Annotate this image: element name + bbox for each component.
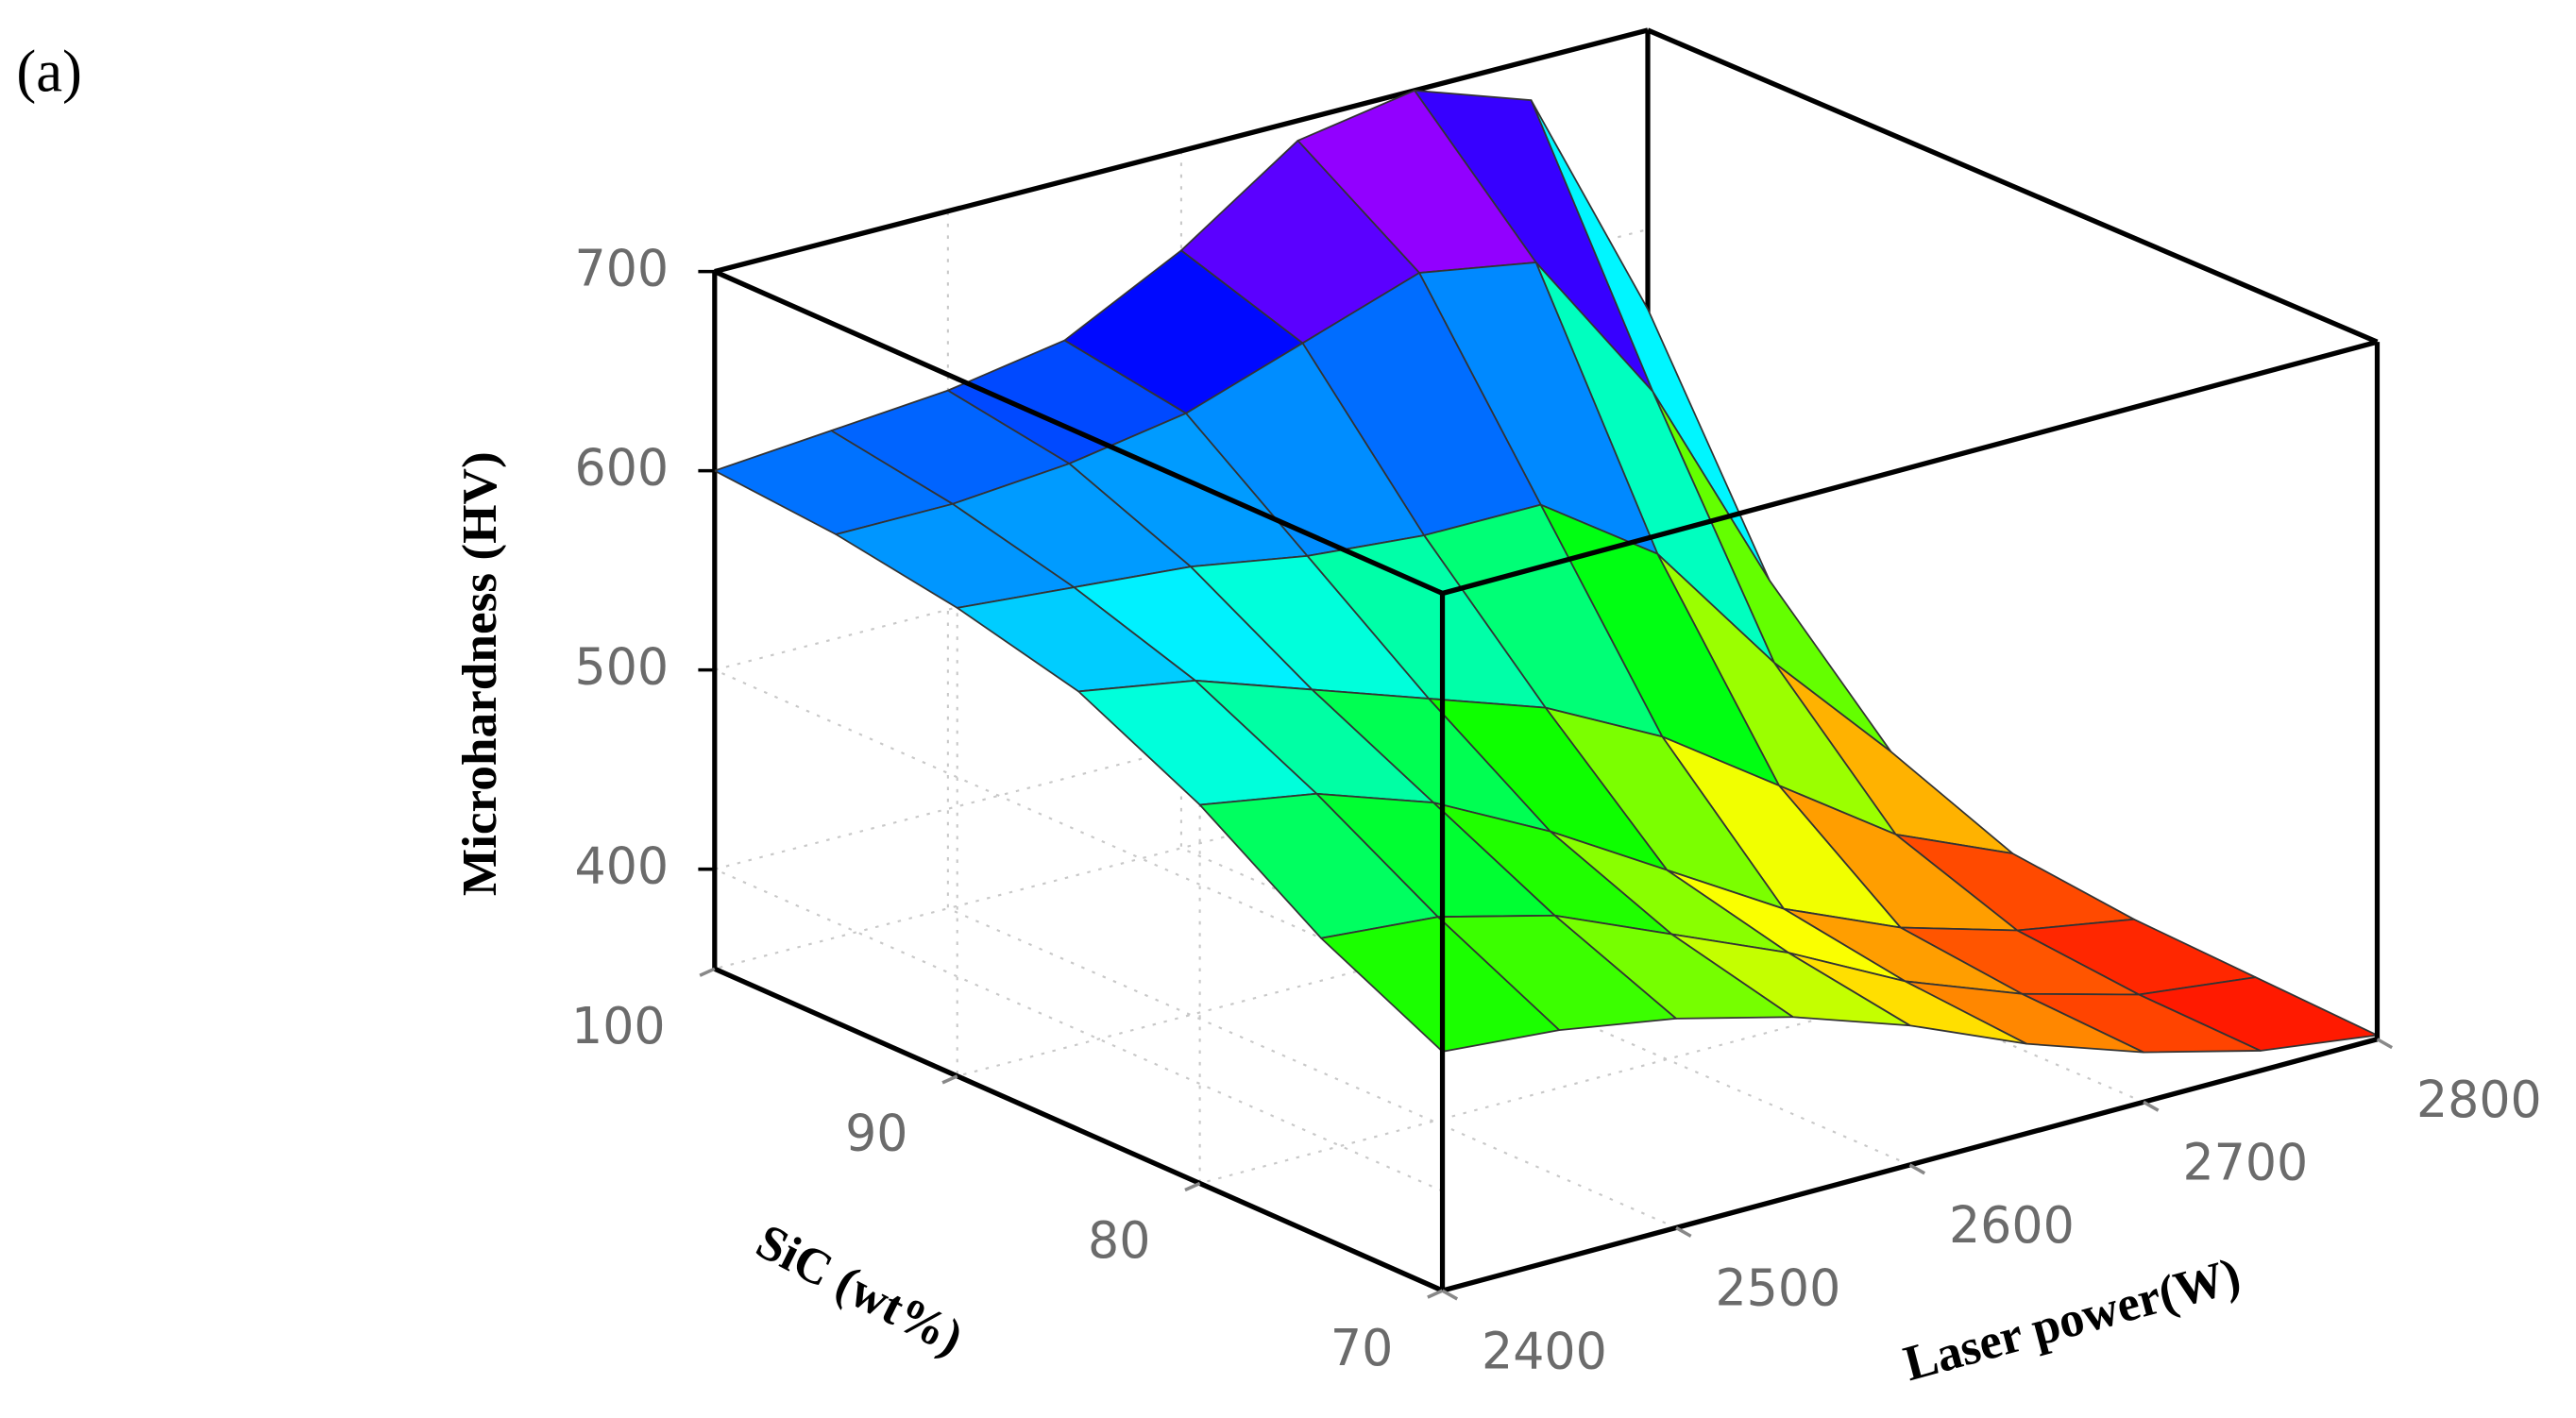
y-tick [699,967,716,977]
box-edge [1441,339,2379,597]
y-tick [1184,1181,1201,1192]
x-tick-label: 2400 [1482,1323,1607,1381]
box-edge [1647,27,2379,345]
y-tick-label: 90 [845,1105,907,1163]
x-tick [1441,1289,1459,1301]
panel-label: (a) [16,38,82,105]
z-tick-label: 600 [574,439,669,498]
y-tick-label: 80 [1088,1212,1150,1271]
box-edge [713,966,1444,1293]
z-tick-label: 400 [574,837,669,896]
x-tick-label: 2500 [1715,1259,1840,1318]
z-tick-label: 700 [574,240,669,298]
y-tick-label: 100 [571,997,666,1055]
box-edge [713,269,1444,596]
x-tick [1908,1163,1926,1175]
x-tick-label: 2600 [1949,1197,2075,1256]
x-tick-label: 2800 [2416,1072,2542,1130]
box-edge [714,27,1649,275]
y-axis-title: SiC (wt%) [748,1213,972,1366]
z-tick-label: 500 [574,638,669,697]
x-tick [1675,1225,1692,1238]
x-tick-label: 2700 [2182,1134,2308,1192]
y-tick [941,1074,958,1085]
x-tick [2143,1100,2160,1112]
x-axis-title: Laser power(W) [1898,1247,2246,1392]
y-tick [1427,1289,1444,1299]
y-tick-label: 70 [1330,1319,1393,1377]
z-axis-title: Microhardness (HV) [453,451,507,896]
x-tick [2376,1038,2393,1050]
